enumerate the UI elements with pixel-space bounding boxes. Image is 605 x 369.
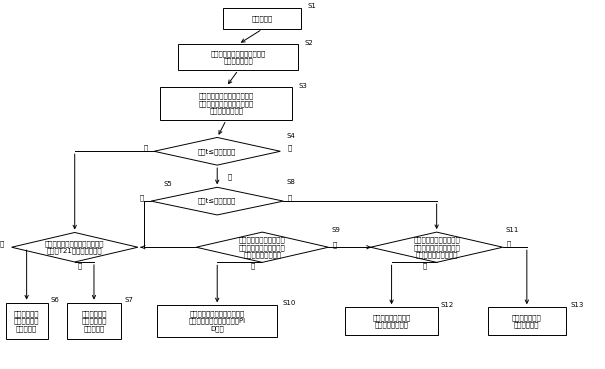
Text: S13: S13 — [570, 302, 583, 308]
Text: 否: 否 — [506, 240, 511, 247]
Text: 是: 是 — [144, 144, 148, 151]
FancyBboxPatch shape — [345, 307, 438, 335]
Text: S6: S6 — [51, 297, 59, 303]
FancyBboxPatch shape — [488, 307, 566, 335]
Text: S12: S12 — [441, 302, 454, 308]
Text: 是: 是 — [140, 195, 144, 201]
FancyBboxPatch shape — [160, 87, 292, 120]
Text: 判断t≤第一时间段: 判断t≤第一时间段 — [198, 148, 237, 155]
Text: S4: S4 — [286, 134, 295, 139]
Text: 加强空调器的制冷效
果为第三制冷效果: 加强空调器的制冷效 果为第三制冷效果 — [373, 314, 411, 328]
Text: S3: S3 — [298, 83, 307, 89]
FancyBboxPatch shape — [157, 306, 277, 337]
Text: 否: 否 — [287, 144, 292, 151]
Text: 对压缩机运行频率根据所述室
内环境温度与设定温度进行PI
D控制: 对压缩机运行频率根据所述室 内环境温度与设定温度进行PI D控制 — [189, 310, 246, 332]
Text: 加强空调器的
制冷效果为第
二制冷效果: 加强空调器的 制冷效果为第 二制冷效果 — [81, 310, 106, 332]
FancyBboxPatch shape — [5, 303, 48, 339]
Polygon shape — [151, 187, 283, 215]
Text: S10: S10 — [282, 300, 295, 306]
Text: 空调器开机: 空调器开机 — [252, 15, 273, 22]
Text: 空调器保持最大
制冷运行状态: 空调器保持最大 制冷运行状态 — [512, 314, 541, 328]
Text: S5: S5 — [163, 181, 172, 187]
FancyBboxPatch shape — [178, 44, 298, 70]
Text: S9: S9 — [332, 227, 341, 233]
Text: S7: S7 — [124, 297, 133, 303]
Text: 是: 是 — [422, 263, 427, 269]
Text: 读取初始室内、室外环境温度
对应的二个设定时间段的二个
目标室内环境温度: 读取初始室内、室外环境温度 对应的二个设定时间段的二个 目标室内环境温度 — [198, 92, 254, 114]
Text: 且第三时间段内实际室内
环境温度与目标室内环境
温度的差不呈减小趋势: 且第三时间段内实际室内 环境温度与目标室内环境 温度的差不呈减小趋势 — [413, 236, 460, 258]
Text: 否: 否 — [228, 173, 232, 179]
Text: 否: 否 — [77, 262, 82, 269]
Text: 是: 是 — [251, 263, 255, 269]
Polygon shape — [11, 232, 138, 262]
Polygon shape — [154, 138, 280, 165]
FancyBboxPatch shape — [67, 303, 121, 339]
Text: S11: S11 — [506, 227, 519, 233]
Text: 否: 否 — [287, 194, 292, 201]
Text: 是: 是 — [0, 240, 4, 247]
Text: 加强空调器的
制冷效果为第
一制冷效果: 加强空调器的 制冷效果为第 一制冷效果 — [14, 310, 39, 332]
Text: 判断t≤第二时间段: 判断t≤第二时间段 — [198, 198, 237, 204]
Polygon shape — [196, 232, 329, 262]
Text: 且第三时间段内实际室内
环境温度与目标室内环境
温度的差显减小趋势: 且第三时间段内实际室内 环境温度与目标室内环境 温度的差显减小趋势 — [239, 236, 286, 258]
Text: S1: S1 — [307, 3, 316, 9]
Text: S8: S8 — [286, 179, 295, 186]
Text: 检测初始室内、室外环境温度
，获取运行模式: 检测初始室内、室外环境温度 ，获取运行模式 — [211, 50, 266, 64]
Text: 否: 否 — [332, 241, 336, 248]
Text: 实际室内环境温度与目标室内环
境温度T21的差小于设定值: 实际室内环境温度与目标室内环 境温度T21的差小于设定值 — [45, 240, 105, 254]
Polygon shape — [370, 232, 503, 262]
Text: S2: S2 — [304, 40, 313, 46]
FancyBboxPatch shape — [223, 8, 301, 29]
